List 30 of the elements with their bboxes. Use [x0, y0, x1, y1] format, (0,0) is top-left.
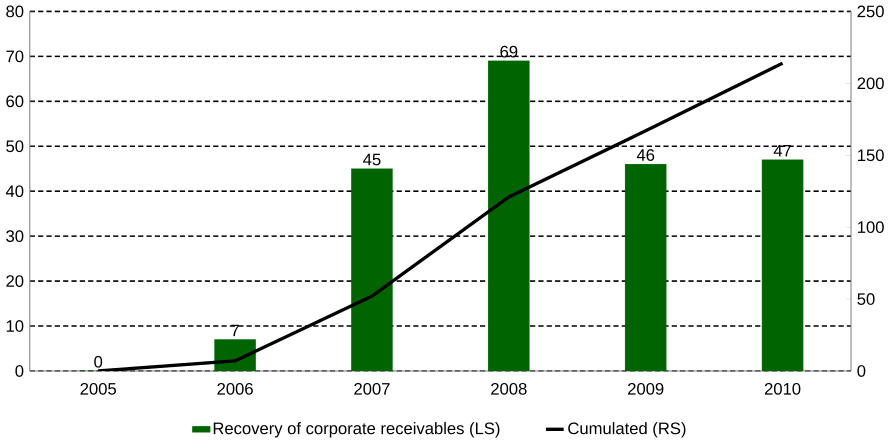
y2-tick-label: 150: [858, 149, 884, 162]
bar: [624, 164, 666, 372]
y2-tick-label: 250: [858, 6, 884, 18]
bar: [351, 168, 393, 372]
y2-tick-label: 50: [857, 293, 875, 306]
x-tick-label: 2006: [217, 383, 253, 395]
x-tick-label: 2008: [491, 383, 527, 395]
y2-tick-label: 100: [858, 221, 884, 234]
x-tick-label: 2005: [80, 383, 116, 395]
y-tick-label: 80: [6, 6, 24, 18]
data-label: 45: [363, 154, 380, 166]
data-label: 46: [636, 149, 654, 162]
y-tick-label: 30: [6, 230, 24, 242]
x-tick-label: 2009: [628, 383, 664, 395]
y-tick-label: 40: [6, 185, 24, 198]
y-tick-label: 60: [6, 96, 24, 108]
y-tick-label: 50: [6, 140, 24, 152]
y2-tick-label: 200: [858, 78, 884, 90]
x-tick-label: 2007: [354, 383, 390, 395]
y2-tick-label: 0: [857, 365, 866, 377]
data-label: 0: [94, 356, 102, 368]
y-tick-label: 10: [6, 320, 24, 332]
y-tick-label: 20: [6, 275, 24, 288]
bar: [762, 160, 804, 372]
bar: [488, 60, 530, 372]
legend-label: Cumulated (RS): [568, 422, 686, 438]
x-tick-label: 2010: [764, 383, 800, 395]
legend-label: Recovery of corporate receivables (LS): [214, 422, 500, 438]
y-tick-label: 70: [6, 50, 24, 62]
y-tick-label: 0: [15, 365, 24, 377]
